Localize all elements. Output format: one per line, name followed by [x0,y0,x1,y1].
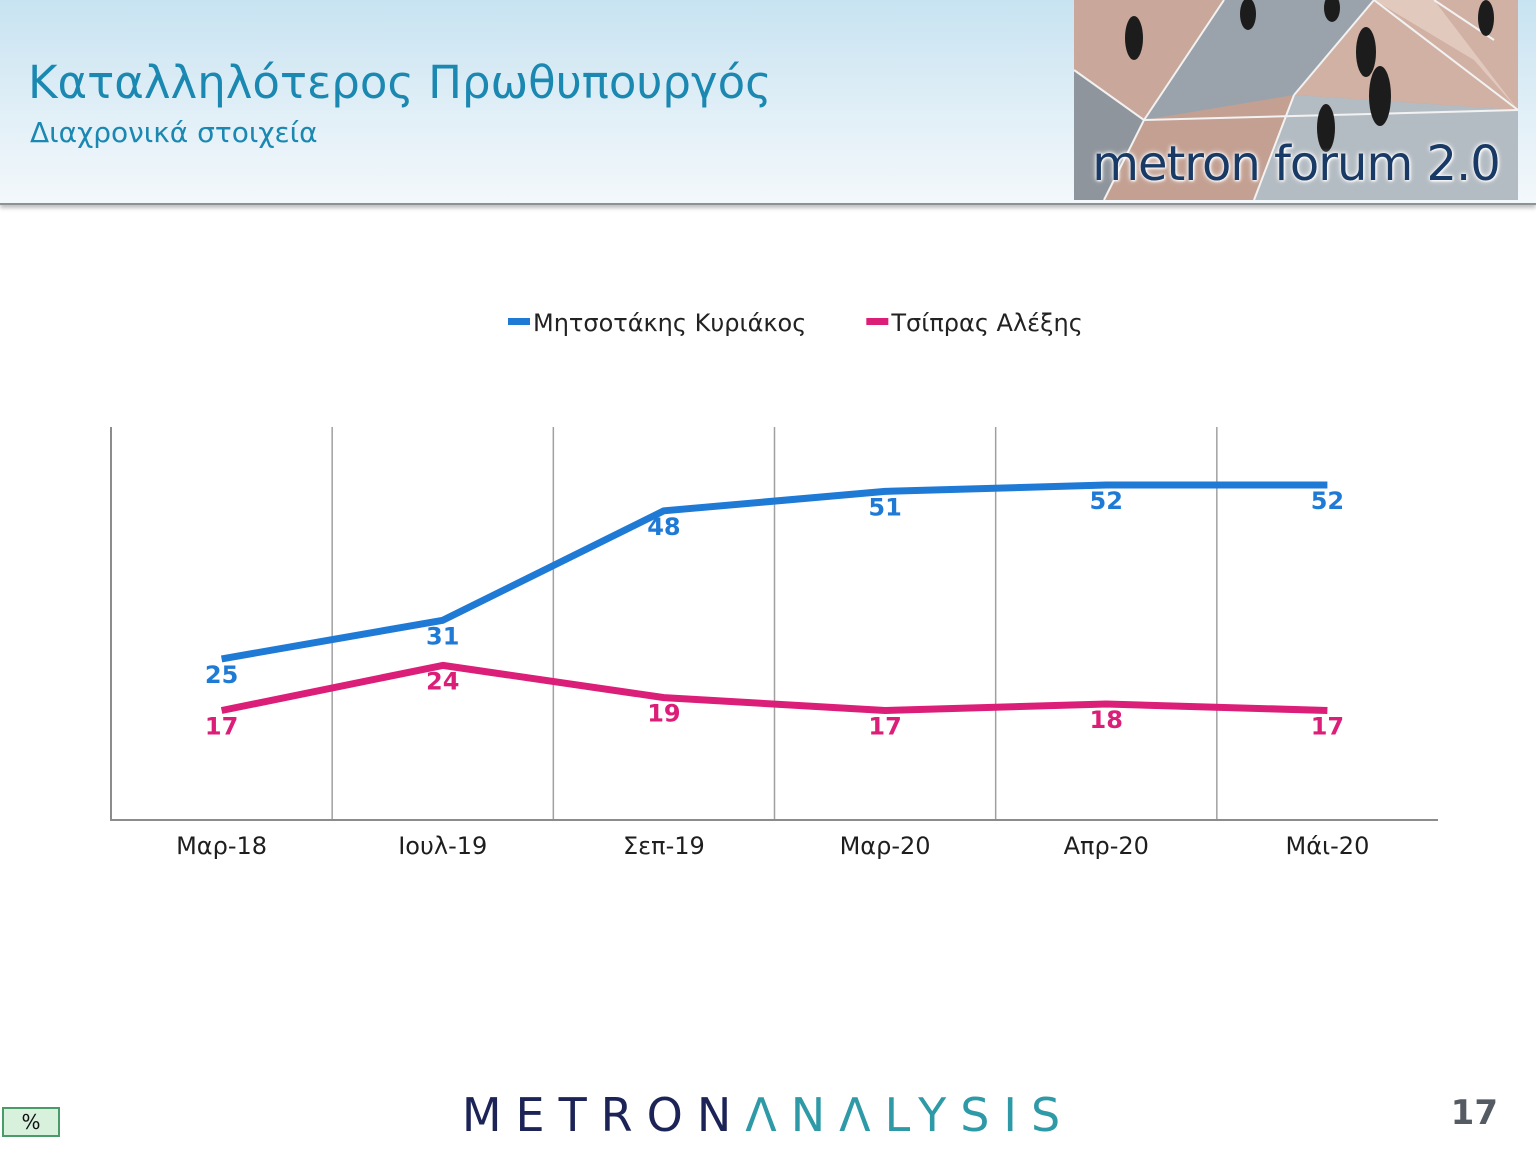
data-label: 51 [868,493,901,521]
data-label: 48 [647,513,680,541]
data-label: 17 [1311,712,1344,740]
brand-analysis-text: ΛNΛLYSIS [745,1088,1075,1142]
page-subtitle: Διαχρονικά στοιχεία [30,116,318,149]
series-line [220,481,1328,663]
metron-forum-logo-text: metron forum 2.0 [1092,136,1501,192]
x-tick-label: Μάι-20 [1285,832,1369,860]
series-line [220,661,1328,714]
x-tick-label: Σεπ-19 [623,832,705,860]
brand-metron-text: METRON [461,1088,746,1142]
chart-legend: Μητσοτάκης Κυριάκος Τσίπρας Αλέξης [508,309,1083,337]
data-label: 17 [868,712,901,740]
chart-series [220,481,1328,714]
metron-forum-logo-image [1074,0,1518,200]
legend-label: Μητσοτάκης Κυριάκος [533,309,806,337]
vertical-gridlines [331,427,1218,820]
x-tick-label: Απρ-20 [1064,832,1149,860]
page-number: 17 [1450,1093,1498,1133]
data-label: 52 [1090,487,1123,515]
legend-swatch [866,318,889,325]
metron-analysis-logo: METRONΛNΛLYSIS [0,1088,1536,1142]
x-tick-label: Ιουλ-19 [398,832,487,860]
x-tick-label: Μαρ-18 [176,832,267,860]
data-label: 52 [1311,487,1344,515]
data-label: 17 [205,712,238,740]
legend-label: Τσίπρας Αλέξης [890,309,1082,337]
data-label: 25 [205,661,238,689]
x-axis-tick-labels: Μαρ-18 Ιουλ-19 Σεπ-19 Μαρ-20 Απρ-20 Μάι-20 [176,832,1369,860]
x-tick-label: Μαρ-20 [840,832,931,860]
data-label: 18 [1090,706,1123,734]
header-banner: Καταλληλότερος Πρωθυπουργός Διαχρονικά σ… [0,0,1536,205]
legend-swatch [508,318,530,325]
chart-data-labels: 25 31 48 51 52 52 17 24 19 17 18 17 [205,487,1344,740]
data-label: 19 [647,700,680,728]
data-label: 24 [426,667,459,695]
data-label: 31 [426,622,459,650]
page-title: Καταλληλότερος Πρωθυπουργός [28,56,772,109]
unit-badge: % [2,1107,60,1137]
